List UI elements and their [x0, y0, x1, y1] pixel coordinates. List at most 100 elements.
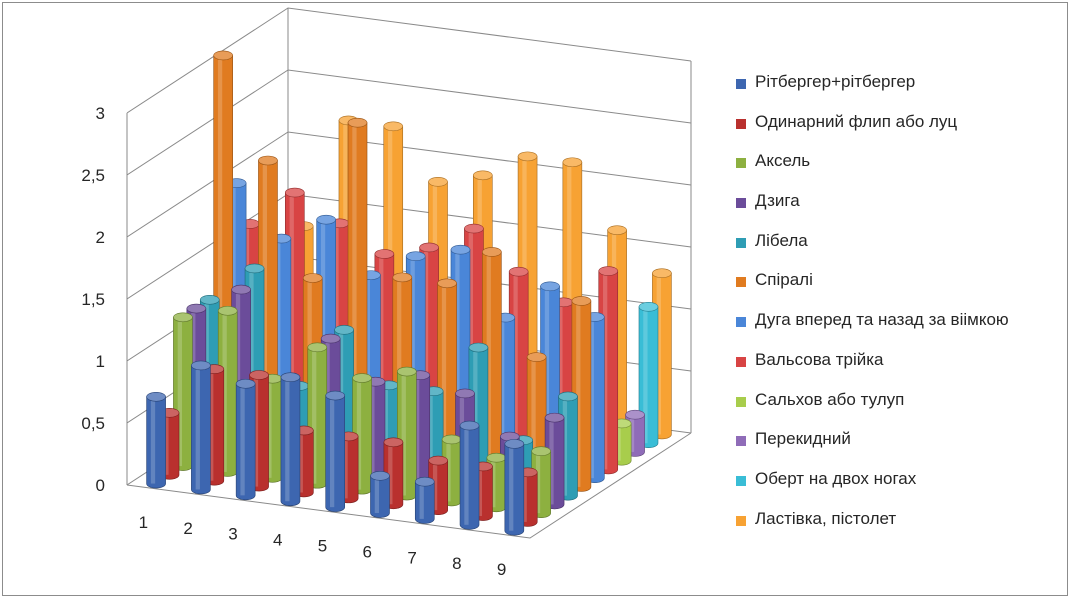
bar-highlight: [656, 273, 661, 435]
chart-plot: 0 0,5 1 1,5 2 2,5 3 1 2 3 4 5 6 7 8 9: [81, 7, 692, 579]
legend-swatch: [736, 396, 746, 407]
legend-label: Ластівка, пістолет: [755, 508, 897, 528]
legend-label: Сальхов або тулуп: [755, 389, 905, 409]
bar-highlight: [150, 396, 156, 484]
bar-cap: [607, 225, 627, 235]
bar-cap: [217, 305, 238, 316]
bar: [459, 420, 480, 530]
legend-swatch: [736, 436, 746, 447]
bar-cap: [316, 214, 336, 225]
legend-label: Оберт на двох ногах: [755, 468, 917, 488]
bar-cap: [486, 452, 507, 463]
x-tick-label: 3: [228, 525, 237, 544]
bar-cap: [428, 176, 448, 187]
bar-cap: [468, 342, 489, 353]
x-tick-label: 4: [273, 531, 282, 550]
bar-highlight: [446, 439, 451, 502]
bar-body: [504, 443, 525, 536]
bar-highlight: [253, 374, 259, 487]
bar-cap: [302, 273, 323, 283]
bar-highlight: [329, 395, 335, 508]
legend-label: Вальсова трійка: [755, 349, 884, 369]
bar-body: [235, 383, 256, 501]
bar-cap: [441, 434, 462, 445]
bar-highlight: [365, 275, 370, 449]
bar-cap: [558, 391, 578, 402]
bar-cap: [235, 378, 256, 389]
bar-highlight: [312, 347, 317, 484]
bar-cap: [199, 294, 220, 305]
bar-highlight: [374, 475, 380, 514]
bar-cap: [231, 284, 251, 295]
bar-cap: [638, 301, 659, 312]
legend-item: Оберт на двох ногах: [730, 467, 1066, 507]
bar-highlight: [441, 283, 447, 470]
bar-highlight: [576, 300, 581, 487]
bar-cap: [472, 170, 493, 181]
bar-cap: [652, 268, 672, 279]
legend-label: Дзига: [755, 191, 800, 211]
x-tick-label: 1: [139, 513, 148, 532]
bar-cap: [146, 391, 166, 402]
bar-body: [414, 481, 435, 524]
bar-cap: [625, 409, 645, 420]
legend-item: Дуга вперед та назад за віімкою: [730, 308, 1066, 348]
legend-label: Лібела: [755, 230, 808, 250]
legend-swatch: [736, 277, 746, 288]
legend-label: Рітбергер+рітбергер: [755, 72, 916, 91]
bar-highlight: [276, 238, 281, 437]
bar-body: [325, 395, 346, 512]
bar-cap: [531, 446, 551, 456]
bar-cap: [280, 372, 301, 383]
bar-highlight: [383, 385, 388, 473]
bar-cap: [249, 370, 269, 380]
legend-item: Ластівка, пістолет: [730, 507, 1066, 547]
bar-highlight: [209, 369, 214, 481]
bar-highlight: [379, 253, 384, 440]
legend-label: Одинарний флип або луц: [755, 111, 958, 131]
legend-swatch: [736, 79, 746, 89]
bar-highlight: [262, 160, 268, 446]
bar-body: [191, 365, 211, 495]
bar-cap: [437, 278, 457, 289]
bar: [191, 360, 211, 495]
legend-item: Перекидний: [730, 427, 1066, 467]
bar-highlight: [401, 371, 406, 496]
x-tick-label: 8: [452, 554, 461, 573]
bar-highlight: [285, 377, 290, 502]
bar-highlight: [616, 423, 621, 461]
bar-cap: [428, 455, 448, 466]
bar: [280, 372, 301, 507]
bar-highlight: [235, 289, 241, 464]
bar-cap: [370, 471, 390, 481]
legend-label: Спіралі: [755, 270, 813, 290]
legend-swatch: [736, 515, 746, 526]
y-tick-label: 3: [96, 104, 105, 123]
bar-highlight: [535, 451, 541, 514]
legend-item: Лібела: [730, 229, 1066, 269]
bar-cap: [284, 187, 305, 198]
bar-cap: [213, 50, 233, 61]
bar: [146, 391, 166, 489]
bar-cap: [392, 272, 413, 283]
bar-highlight: [195, 365, 200, 490]
bar-cap: [191, 360, 211, 371]
bar-cap: [186, 303, 207, 314]
bar: [504, 439, 525, 536]
x-tick-label: 2: [183, 519, 192, 538]
bar-cap: [517, 151, 538, 162]
bar-highlight: [522, 472, 527, 522]
y-tick-label: 1: [96, 352, 105, 371]
bar-cap: [508, 266, 529, 277]
x-tick-label: 9: [497, 560, 506, 579]
bar-highlight: [567, 162, 572, 423]
bar-cap: [374, 249, 395, 259]
floor-edge: [126, 432, 692, 539]
bar-highlight: [455, 249, 460, 461]
bar-highlight: [415, 375, 420, 487]
bar-highlight: [491, 457, 496, 508]
bar-highlight: [473, 347, 478, 484]
bar-cap: [258, 155, 278, 166]
bar-cap: [405, 251, 426, 262]
bar-highlight: [509, 443, 514, 531]
